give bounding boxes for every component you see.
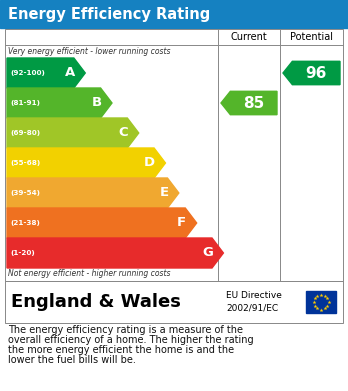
Text: (81-91): (81-91) [10, 100, 40, 106]
Bar [5, 29, 343, 281]
Text: overall efficiency of a home. The higher the rating: overall efficiency of a home. The higher… [8, 335, 254, 345]
Bar [0, 0, 348, 28]
Text: (92-100): (92-100) [10, 70, 45, 76]
Text: F: F [177, 217, 186, 230]
Polygon shape [7, 208, 197, 238]
Text: Very energy efficient - lower running costs: Very energy efficient - lower running co… [8, 47, 171, 56]
Text: (55-68): (55-68) [10, 160, 40, 166]
Text: England & Wales: England & Wales [11, 293, 181, 311]
Text: 96: 96 [306, 66, 327, 81]
Text: (39-54): (39-54) [10, 190, 40, 196]
Text: Energy Efficiency Rating: Energy Efficiency Rating [8, 7, 210, 22]
Polygon shape [7, 118, 139, 148]
Text: Potential: Potential [290, 32, 333, 42]
Polygon shape [221, 91, 277, 115]
Text: (1-20): (1-20) [10, 250, 35, 256]
Bar [306, 291, 336, 313]
Text: Not energy efficient - higher running costs: Not energy efficient - higher running co… [8, 269, 171, 278]
Text: the more energy efficient the home is and the: the more energy efficient the home is an… [8, 345, 234, 355]
Text: 85: 85 [243, 95, 264, 111]
Text: A: A [65, 66, 75, 79]
Text: Current: Current [231, 32, 267, 42]
Text: G: G [202, 246, 213, 260]
Polygon shape [7, 238, 223, 268]
Text: (69-80): (69-80) [10, 130, 40, 136]
Polygon shape [7, 58, 85, 88]
Polygon shape [7, 148, 165, 178]
Polygon shape [283, 61, 340, 85]
Polygon shape [7, 178, 179, 208]
Text: (21-38): (21-38) [10, 220, 40, 226]
Text: D: D [144, 156, 155, 170]
Text: B: B [92, 97, 102, 109]
Polygon shape [7, 88, 112, 118]
Text: lower the fuel bills will be.: lower the fuel bills will be. [8, 355, 136, 365]
Text: C: C [119, 127, 128, 140]
Bar [5, 281, 343, 323]
Text: The energy efficiency rating is a measure of the: The energy efficiency rating is a measur… [8, 325, 243, 335]
Text: E: E [159, 187, 168, 199]
Text: EU Directive
2002/91/EC: EU Directive 2002/91/EC [226, 291, 282, 313]
